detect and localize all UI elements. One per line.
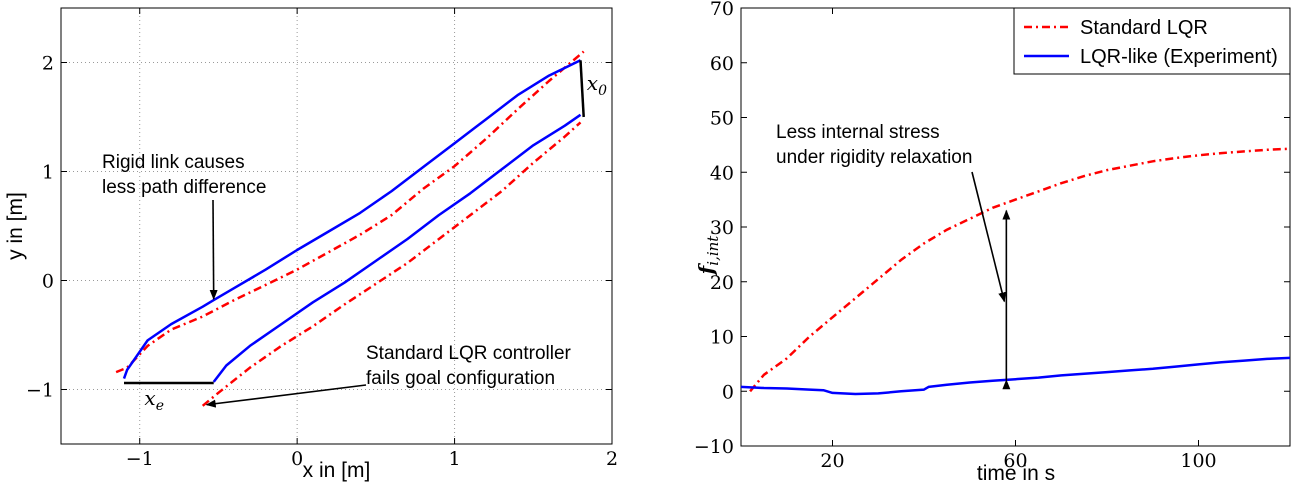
legend-label: LQR-like (Experiment): [1080, 46, 1278, 68]
x-tick-label: 2: [606, 448, 618, 470]
x-tick-label: 20: [820, 450, 844, 472]
y-tick-label: 30: [710, 217, 734, 239]
xe-label-sub: e: [156, 398, 164, 414]
y-axis-label-sub: i,int: [704, 235, 722, 266]
annotation-arrow: [971, 171, 1007, 303]
y-tick-label: 20: [710, 272, 734, 294]
y-tick-label: 50: [710, 108, 734, 130]
series-line: [740, 356, 1291, 396]
x0-label: x0: [587, 71, 607, 99]
x-tick-label: 60: [1003, 450, 1027, 472]
y-tick-label: 0: [722, 381, 734, 403]
annotation-text: under rigidity relaxation: [776, 147, 972, 168]
plot-frame: [60, 7, 613, 445]
y-tick-label: 70: [710, 0, 734, 20]
legend-label: Standard LQR: [1080, 17, 1208, 39]
xe-label-base: x: [144, 386, 155, 410]
x-axis-label: time in s: [977, 462, 1055, 485]
annotation-arrow: [209, 199, 218, 301]
x-tick-label: 1: [449, 448, 461, 470]
x-tick-label: 0: [291, 448, 303, 470]
y-tick-label: 1: [42, 162, 54, 184]
annotation-text: less path difference: [102, 177, 266, 198]
series-line: [122, 59, 582, 380]
left-panel: −1 0 1 2 −1 0 1 2 x in [m] y in [m] Rigid link cau…: [4, 7, 618, 482]
y-tick-label: 10: [710, 327, 734, 349]
legend-box: [1013, 7, 1291, 75]
x-axis-label: x in [m]: [303, 459, 371, 482]
series-line: [115, 50, 585, 374]
x-tick-label: 100: [1180, 450, 1216, 472]
x-tick-label: −1: [126, 448, 154, 470]
series-line: [212, 113, 582, 383]
annotation-text: Standard LQR controller: [366, 343, 572, 364]
y-tick-label: 0: [42, 271, 54, 293]
annotation-text: Rigid link causes: [102, 152, 245, 173]
y-tick-label: −10: [694, 436, 734, 458]
series-line: [579, 60, 585, 118]
annotation-arrow: [205, 384, 367, 408]
right-panel: 20 60 100 −10 0 10 20 30 40 50 60 70 time in s fi,int…: [694, 0, 1291, 485]
x0-label-sub: 0: [598, 83, 607, 99]
series-line: [201, 121, 582, 407]
y-tick-label: 40: [710, 162, 734, 184]
y-tick-label: 60: [710, 53, 734, 75]
annotation-text: fails goal configuration: [366, 368, 555, 389]
annotation-text: Less internal stress: [776, 122, 940, 143]
x0-label-base: x: [587, 71, 598, 95]
y-tick-label: −1: [26, 380, 54, 402]
y-axis-label-base: f: [694, 262, 718, 276]
series-line: [749, 147, 1291, 393]
xe-label: xe: [144, 386, 164, 414]
y-axis-label: fi,int: [694, 235, 722, 277]
y-axis-label: y in [m]: [4, 192, 27, 260]
y-tick-label: 2: [42, 53, 54, 75]
